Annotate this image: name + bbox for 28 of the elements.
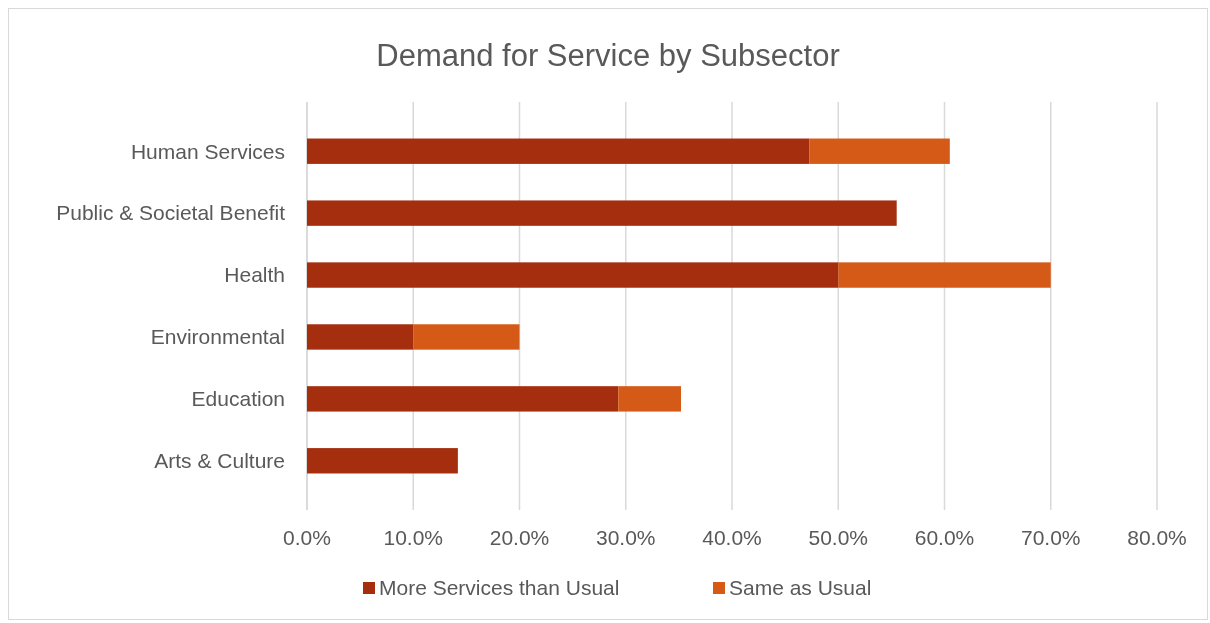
x-tick-label: 0.0% [283, 526, 331, 549]
bar [307, 386, 619, 412]
x-tick-label: 70.0% [1020, 526, 1081, 549]
y-tick-label: Arts & Culture [154, 449, 285, 473]
legend-label: Same as Usual [729, 576, 872, 600]
y-tick-label: Environmental [150, 325, 285, 349]
bar [618, 386, 681, 412]
bar [307, 138, 810, 164]
bar [307, 324, 414, 350]
x-tick-label: 20.0% [489, 526, 550, 549]
bar [413, 324, 520, 350]
y-tick-label: Public & Societal Benefit [56, 201, 286, 225]
legend-label: More Services than Usual [379, 576, 620, 600]
bar [838, 262, 1051, 288]
x-tick-label: 10.0% [383, 526, 444, 549]
x-tick-label: 80.0% [1127, 526, 1187, 549]
x-tick-label: 30.0% [595, 526, 656, 549]
x-tick-label: 40.0% [702, 526, 762, 549]
bar [307, 262, 839, 288]
chart-title: Demand for Service by Subsector [376, 38, 840, 73]
bar [307, 448, 458, 474]
bar [809, 138, 950, 164]
y-tick-label: Education [191, 387, 285, 411]
y-tick-label: Human Services [130, 139, 285, 163]
x-tick-label: 60.0% [914, 526, 975, 549]
x-tick-label: 50.0% [808, 526, 869, 549]
bar [307, 200, 897, 226]
y-tick-label: Health [224, 263, 285, 287]
